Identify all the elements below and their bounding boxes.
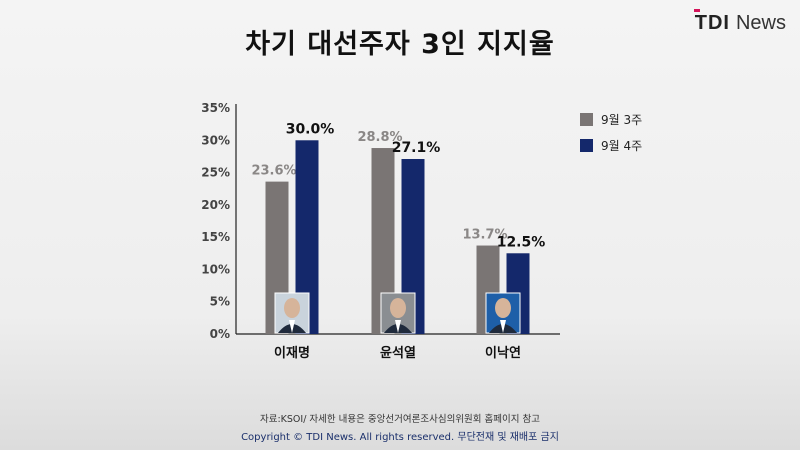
photo-face <box>284 298 300 318</box>
page-title: 차기 대선주자 3인 지지율 <box>245 29 555 60</box>
legend-label-series-1: 9월 3주 <box>601 112 643 127</box>
bar-1-윤석열 <box>371 148 395 334</box>
bar-2-이재명 <box>295 140 319 334</box>
y-tick-label: 20% <box>201 198 230 212</box>
data-label: 30.0% <box>286 121 335 137</box>
photo-shirt <box>500 320 506 333</box>
photo-face <box>495 298 511 318</box>
logo-mark: TDI <box>693 9 730 34</box>
chart-legend: 9월 3주 9월 4주 <box>580 108 642 160</box>
data-label: 28.8% <box>357 130 402 145</box>
y-tick-label: 35% <box>201 101 230 115</box>
y-tick-label: 0% <box>210 327 230 341</box>
x-category-label: 윤석열 <box>380 345 416 361</box>
bar-2-윤석열 <box>401 159 425 334</box>
y-tick-label: 25% <box>201 166 230 180</box>
data-label: 27.1% <box>392 140 441 156</box>
y-tick-label: 15% <box>201 230 230 244</box>
legend-label-series-2: 9월 4주 <box>601 138 643 153</box>
y-tick-label: 10% <box>201 262 230 276</box>
y-tick-label: 30% <box>201 133 230 147</box>
brand-logo: TDI News <box>693 9 786 40</box>
source-note: 자료:KSOI/ 자세한 내용은 중앙선거여론조사심의위원회 홈페이지 참고 <box>259 414 541 425</box>
legend-swatch-series-2 <box>580 138 593 152</box>
copyright-notice: Copyright © TDI News. All rights reserve… <box>241 432 559 443</box>
x-category-label: 이재명 <box>274 345 310 361</box>
x-category-label: 이낙연 <box>485 345 521 361</box>
photo-shirt <box>289 320 295 333</box>
y-tick-label: 5% <box>210 295 230 309</box>
photo-shirt <box>395 320 401 333</box>
data-label: 12.5% <box>497 234 546 250</box>
data-label: 23.6% <box>251 164 296 179</box>
legend-item-series-1: 9월 3주 <box>580 108 642 130</box>
legend-item-series-2: 9월 4주 <box>580 134 642 156</box>
photo-face <box>390 298 406 318</box>
data-label: 13.7% <box>462 228 507 243</box>
logo-text: News <box>735 12 786 34</box>
legend-swatch-series-1 <box>580 112 593 126</box>
